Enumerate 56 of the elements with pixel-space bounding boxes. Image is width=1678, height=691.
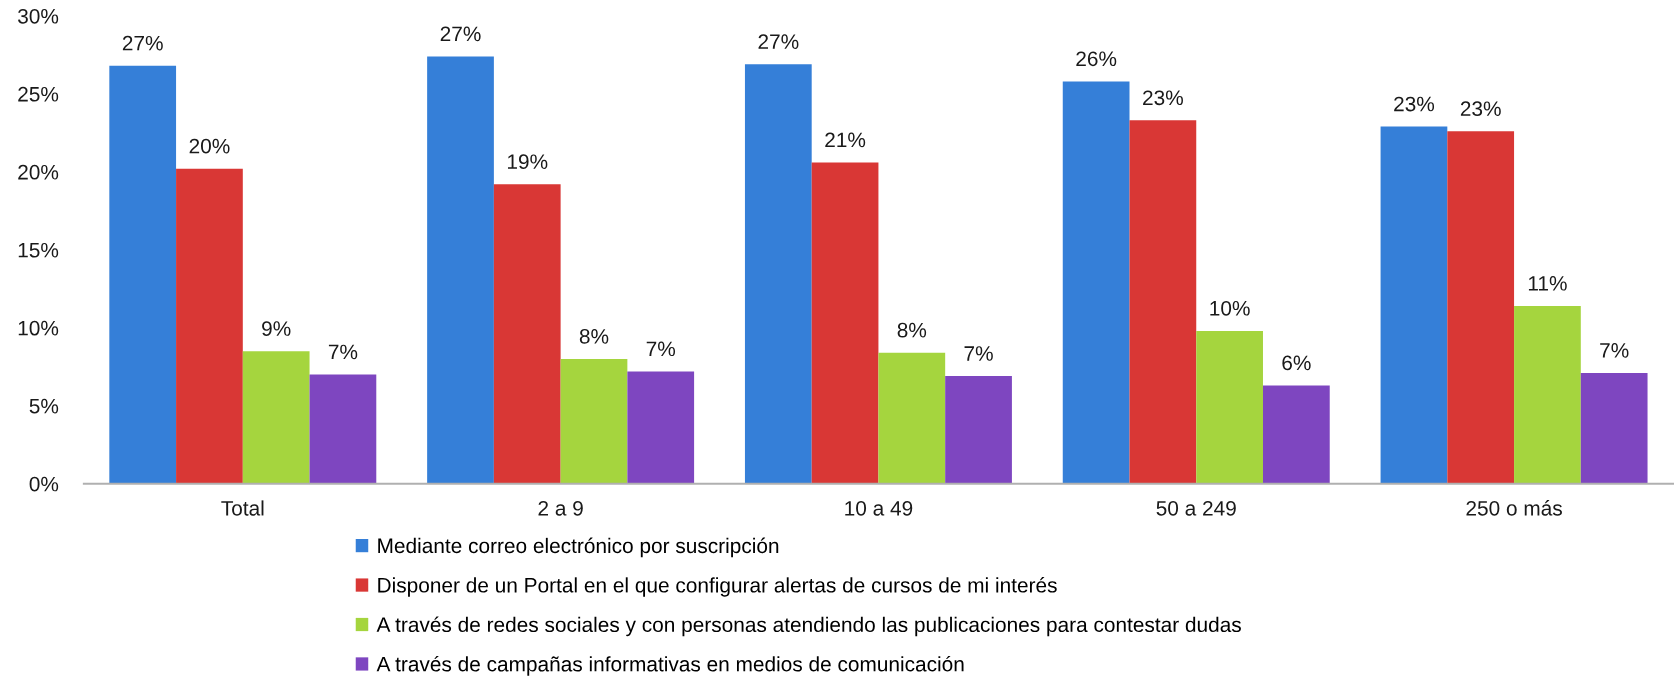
bar [176, 168, 243, 484]
bar [945, 376, 1012, 484]
bar [1196, 330, 1263, 484]
bar [109, 65, 177, 484]
data-label: 8% [897, 322, 927, 338]
bar [1262, 385, 1330, 484]
bar [878, 352, 946, 484]
x-tick-label: Total [221, 500, 264, 516]
bar [427, 56, 494, 484]
data-label: 7% [328, 344, 358, 360]
legend-label: Disponer de un Portal en el que configurar alertas de cursos de mi interés [378, 577, 1057, 597]
bar [1580, 372, 1648, 484]
data-label: 9% [262, 321, 291, 336]
bar [1380, 126, 1448, 484]
data-label: 21% [825, 132, 866, 148]
y-tick-label: 30% [18, 8, 59, 24]
x-tick-label: 10 a 49 [845, 500, 913, 516]
bar [1514, 305, 1581, 484]
data-label: 7% [646, 341, 676, 357]
y-tick-label: 20% [18, 164, 59, 180]
bar [242, 351, 310, 484]
data-label: 19% [507, 154, 548, 170]
data-label: 26% [1076, 51, 1117, 67]
data-label: 11% [1528, 276, 1567, 291]
y-tick-label: 0% [29, 476, 59, 492]
data-label: 10% [1210, 300, 1250, 316]
data-label: 27% [758, 34, 799, 49]
bar [744, 64, 812, 484]
data-label: 27% [440, 26, 481, 42]
bar [1129, 120, 1197, 484]
bar [811, 162, 879, 484]
data-label: 23% [1460, 101, 1501, 117]
bar [627, 371, 695, 484]
bar [1062, 81, 1130, 484]
data-label: 8% [579, 328, 609, 344]
data-label: 23% [1394, 96, 1435, 112]
bar [309, 374, 377, 484]
legend-label: Mediante correo electrónico por suscripción [378, 537, 779, 558]
y-tick-label: 25% [18, 86, 59, 102]
data-label: 6% [1282, 355, 1311, 371]
x-tick-label: 50 a 249 [1156, 500, 1236, 516]
x-tick-label: 2 a 9 [538, 500, 583, 516]
legend-label: A través de redes sociales y con personas atendiendo las publicaciones para contestar dudas [376, 616, 1241, 637]
data-label: 7% [964, 346, 993, 361]
y-tick-label: 15% [18, 242, 59, 258]
bar [1447, 131, 1515, 484]
x-tick-label: 250 o más [1466, 500, 1562, 516]
data-label: 20% [189, 138, 230, 154]
bar [560, 358, 628, 484]
data-label: 23% [1143, 90, 1183, 106]
data-label: 27% [122, 35, 163, 51]
y-tick-label: 5% [29, 398, 59, 414]
legend-label: A través de campañas informativas en medios de comunicación [376, 655, 964, 676]
bar [493, 184, 561, 484]
y-tick-label: 10% [18, 320, 59, 336]
data-label: 7% [1600, 343, 1629, 358]
